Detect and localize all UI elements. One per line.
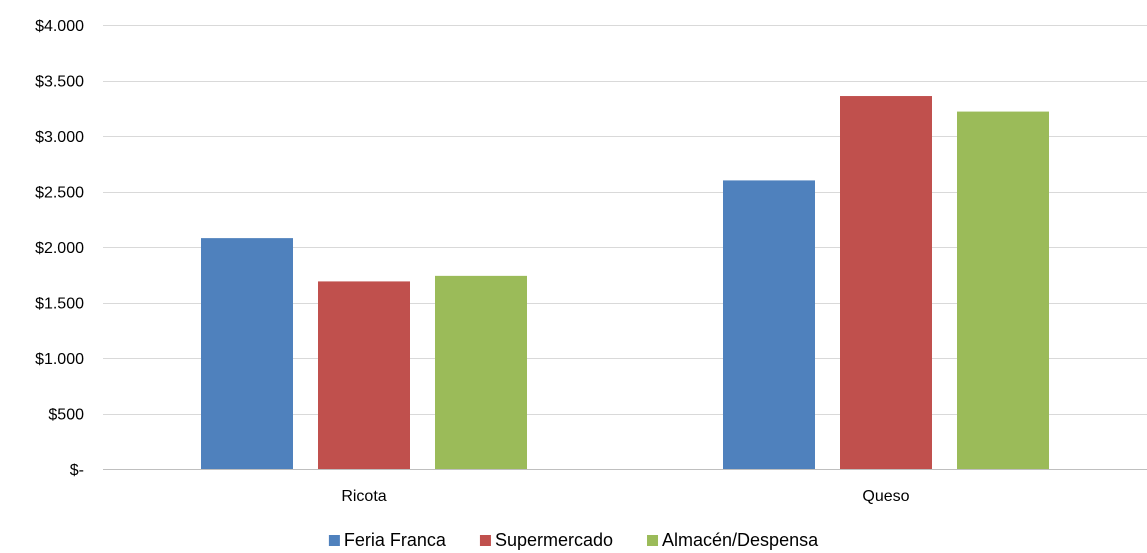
y-tick-label: $500 (48, 407, 84, 424)
legend-swatch (647, 535, 659, 546)
bar (201, 238, 293, 469)
x-category-label: Queso (862, 488, 909, 505)
bar (435, 275, 527, 469)
x-axis-categories: Ricota Queso (341, 488, 909, 505)
legend-label: Feria Franca (344, 530, 447, 550)
legend-label: Supermercado (495, 530, 613, 550)
legend-swatch (479, 535, 491, 546)
bar (723, 180, 815, 469)
bar (840, 96, 932, 469)
x-category-label: Ricota (341, 488, 386, 505)
bar (318, 281, 410, 469)
y-tick-label: $2.500 (35, 185, 84, 202)
y-tick-label: $3.500 (35, 74, 84, 91)
y-tick-label: $4.000 (35, 18, 84, 35)
y-tick-label: $3.000 (35, 129, 84, 146)
y-tick-label: $2.000 (35, 240, 84, 257)
y-tick-label: $- (70, 462, 84, 479)
y-tick-label: $1.000 (35, 351, 84, 368)
legend-swatch (328, 535, 340, 546)
y-tick-label: $1.500 (35, 296, 84, 313)
legend-label: Almacén/Despensa (662, 530, 819, 550)
bar (957, 111, 1049, 469)
legend: Feria Franca Supermercado Almacén/Despensa (328, 530, 819, 550)
bars (201, 96, 1049, 469)
y-axis-ticks: $- $500 $1.000 $1.500 $2.000 $2.500 $3.000 $3.5… (35, 18, 84, 479)
